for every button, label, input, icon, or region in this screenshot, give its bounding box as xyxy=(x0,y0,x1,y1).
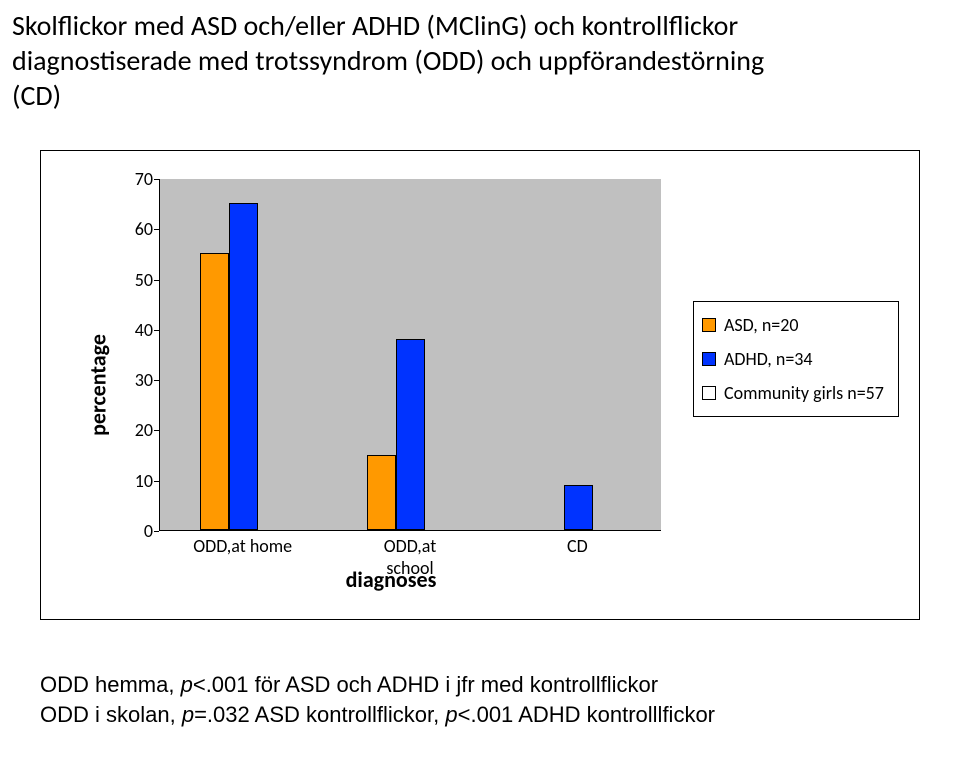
y-tick-mark xyxy=(154,330,159,331)
legend-swatch xyxy=(702,318,716,332)
footer-text: <.001 för ASD och ADHD i jfr med kontrol… xyxy=(193,672,658,697)
y-tick-mark xyxy=(154,430,159,431)
footer-text: ODD hemma, xyxy=(40,672,181,697)
footer-ital: p xyxy=(181,672,193,697)
footer-text: ODD i skolan, xyxy=(40,702,182,727)
title-line-1: Skolflickor med ASD och/eller ADHD (MCli… xyxy=(12,8,738,43)
chart-frame: percentage 010203040506070 ODD,at homeOD… xyxy=(40,150,920,620)
plot-area xyxy=(159,179,661,531)
bar-layer xyxy=(160,179,661,530)
footer-line-1: ODD hemma, p<.001 för ASD och ADHD i jfr… xyxy=(40,670,715,700)
footer-text: <.001 ADHD kontrolllfickor xyxy=(458,702,715,727)
title-line-2: diagnostiserade med trotssyndrom (ODD) o… xyxy=(12,43,764,78)
footer-line-2: ODD i skolan, p=.032 ASD kontrollflickor… xyxy=(40,700,715,730)
y-tick-mark xyxy=(154,481,159,482)
page-title: Skolflickor med ASD och/eller ADHD (MCli… xyxy=(0,0,960,119)
page: Skolflickor med ASD och/eller ADHD (MCli… xyxy=(0,0,960,771)
y-tick-mark xyxy=(154,280,159,281)
legend-swatch xyxy=(702,352,716,366)
bar xyxy=(200,253,229,530)
y-tick-mark xyxy=(154,380,159,381)
bar xyxy=(396,339,425,530)
footer-ital: p xyxy=(182,702,194,727)
legend-label: ADHD, n=34 xyxy=(724,348,813,370)
legend-label: Community girls n=57 xyxy=(724,382,884,404)
legend-item: Community girls n=57 xyxy=(702,376,890,410)
y-tick-mark xyxy=(154,531,159,532)
footer-text: =.032 ASD kontrollflickor, xyxy=(194,702,445,727)
legend-swatch xyxy=(702,386,716,400)
y-tick-mark xyxy=(154,229,159,230)
footer-notes: ODD hemma, p<.001 för ASD och ADHD i jfr… xyxy=(40,670,715,729)
footer-ital: p xyxy=(445,702,457,727)
category-label: ODD,at home xyxy=(193,535,292,557)
legend-item: ASD, n=20 xyxy=(702,308,890,342)
bar xyxy=(367,455,396,530)
category-label: CD xyxy=(567,535,588,557)
bar xyxy=(229,203,258,530)
y-tick-mark xyxy=(154,179,159,180)
y-axis-label: percentage xyxy=(84,334,111,436)
bar xyxy=(564,485,593,530)
legend-item: ADHD, n=34 xyxy=(702,342,890,376)
x-axis-label: diagnoses xyxy=(121,566,661,593)
title-line-3: (CD) xyxy=(12,78,61,113)
plot-wrap: 010203040506070 ODD,at homeODD,atschoolC… xyxy=(121,179,661,559)
legend: ASD, n=20 ADHD, n=34 Community girls n=57 xyxy=(693,301,899,417)
legend-label: ASD, n=20 xyxy=(724,314,799,336)
